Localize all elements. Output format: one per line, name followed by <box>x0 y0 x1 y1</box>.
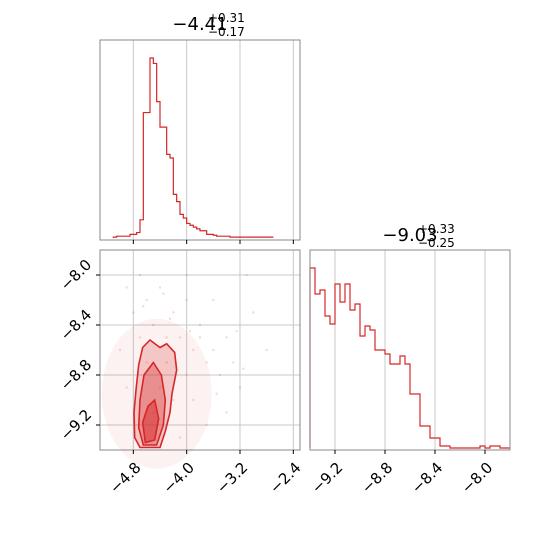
scatter-point <box>225 411 228 414</box>
param1-title-plus: +0.31 <box>208 11 245 25</box>
scatter-point <box>132 311 135 314</box>
scatter-point <box>158 386 162 389</box>
y-tick-label: −8.8 <box>57 356 95 394</box>
x-tick-label: −8.0 <box>458 459 496 497</box>
scatter-point <box>165 336 168 339</box>
scatter-point <box>178 436 182 439</box>
joint-scatter-contour: −4.8 −4.0 −3.2 −2.4−8.0−8.4−8.8−9.2 <box>57 249 305 497</box>
panel-frame <box>99 39 301 241</box>
scatter-point <box>158 286 162 289</box>
x-tick-label: −9.2 <box>308 459 346 497</box>
panel-frame <box>309 249 511 451</box>
scatter-point <box>165 361 168 364</box>
x-tick-label: −3.2 <box>213 459 251 497</box>
scatter-point <box>225 336 228 339</box>
x-tick-label: −2.4 <box>266 459 304 497</box>
scatter-point <box>205 423 208 427</box>
param1-title-minus: −0.17 <box>208 25 245 39</box>
scatter-point <box>152 323 155 327</box>
scatter-point <box>125 386 128 389</box>
scatter-point <box>238 386 242 389</box>
scatter-point <box>178 336 182 339</box>
scatter-point <box>198 336 202 339</box>
histogram-step-param2 <box>309 267 510 449</box>
param2-title: −9.03 <box>382 225 437 246</box>
histogram-step-param1 <box>112 57 274 238</box>
marginal-histogram-param2: −9.03 +0.33 −0.25 −9.2 −8.8 −8.4 −8.0 <box>308 222 511 497</box>
scatter-point <box>252 311 255 314</box>
param2-title-plus: +0.33 <box>418 222 455 236</box>
scatter-point <box>172 311 175 314</box>
scatter-point <box>145 361 148 364</box>
panel-frame <box>99 249 301 451</box>
scatter-point <box>242 367 245 370</box>
scatter-point <box>145 298 148 302</box>
scatter-point <box>192 398 195 402</box>
scatter-point <box>185 298 188 302</box>
scatter-point <box>172 398 175 402</box>
scatter-point <box>138 336 142 339</box>
scatter-point <box>188 330 192 333</box>
x-tick-label: −8.8 <box>358 459 396 497</box>
density-halo <box>101 318 212 469</box>
scatter-point <box>125 286 128 289</box>
contour-level <box>141 398 160 444</box>
scatter-point <box>198 323 202 327</box>
scatter-point <box>235 330 238 333</box>
scatter-point <box>218 373 222 377</box>
scatter-point <box>245 273 248 277</box>
scatter-point <box>118 348 122 352</box>
scatter-point <box>205 361 208 364</box>
scatter-point <box>162 292 165 295</box>
x-tick-label: −8.4 <box>408 459 446 497</box>
param2-title-minus: −0.25 <box>418 236 455 250</box>
scatter-point <box>265 348 268 352</box>
scatter-point <box>185 373 188 377</box>
scatter-point <box>168 317 172 320</box>
scatter-point <box>232 361 235 364</box>
scatter-point <box>192 348 195 352</box>
marginal-histogram-param1: −4.41 +0.31 −0.17 <box>99 11 301 244</box>
scatter-point <box>212 348 215 352</box>
scatter-point <box>215 392 218 395</box>
y-tick-label: −9.2 <box>57 406 95 444</box>
scatter-point <box>142 305 145 308</box>
param1-title: −4.41 <box>172 14 227 35</box>
y-tick-label: −8.0 <box>57 256 95 294</box>
scatter-point <box>185 273 188 277</box>
scatter-point <box>212 298 215 302</box>
scatter-point <box>138 273 142 277</box>
y-tick-label: −8.4 <box>57 306 95 344</box>
